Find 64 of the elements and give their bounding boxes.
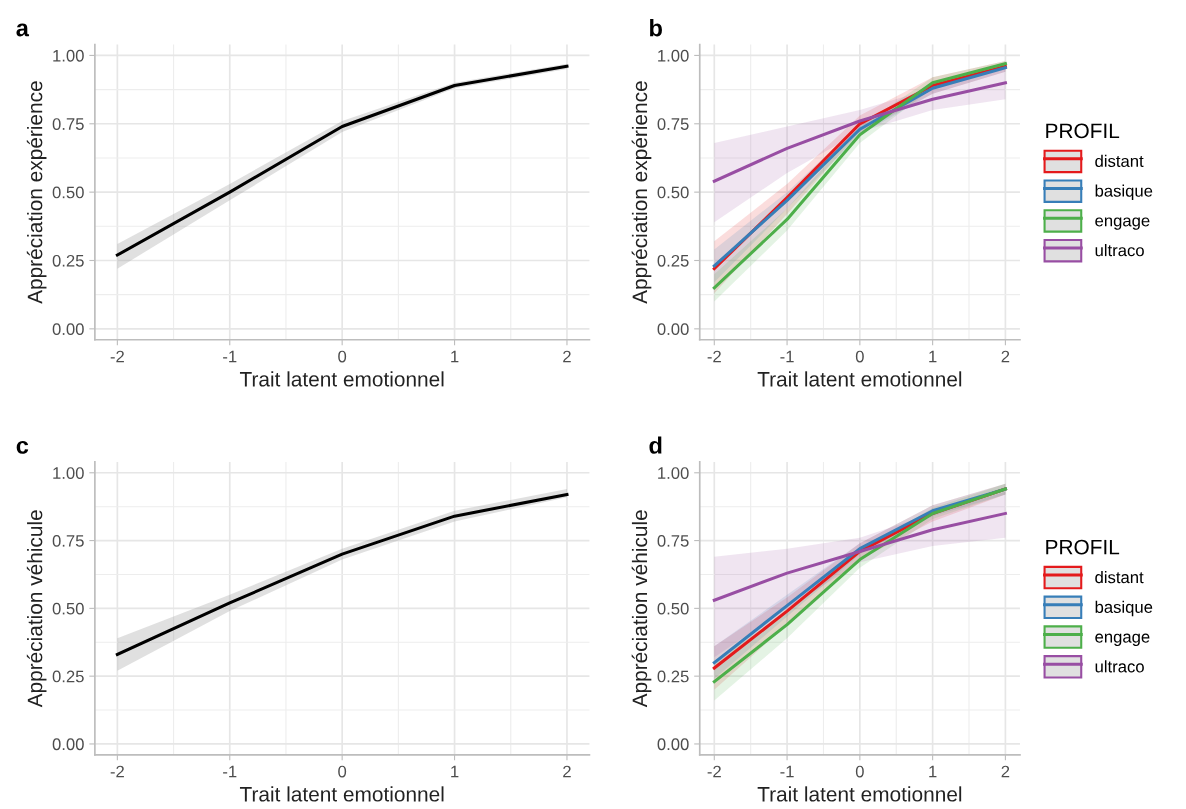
y-tick-label: 0.50: [657, 602, 689, 615]
line-series: [712, 81, 1007, 183]
legend-label: ultraco: [1095, 244, 1144, 257]
y-tick-label: 0.25: [657, 254, 689, 267]
chart-title: a: [16, 23, 30, 37]
x-tick-label: -2: [110, 350, 124, 363]
x-tick-label: 0: [338, 350, 347, 363]
y-tick-label: 0.25: [657, 670, 689, 683]
x-tick-label: 0: [338, 765, 347, 778]
y-tick-label: 0.75: [657, 118, 689, 130]
x-tick-label: 2: [1001, 765, 1010, 778]
x-tick-label: -2: [707, 765, 721, 778]
x-tick-label: -2: [707, 350, 721, 363]
y-tick-label: 1.00: [53, 467, 84, 479]
y-tick-label: 0.75: [52, 118, 84, 130]
y-tick-label: 0.25: [52, 670, 84, 683]
x-tick-label: -1: [780, 765, 794, 778]
y-axis-title: Appréciation expérience: [631, 81, 652, 304]
y-tick-label: 1.00: [658, 467, 689, 479]
x-tick-label: 2: [563, 350, 571, 363]
y-axis-title: Appréciation véhicule: [631, 510, 652, 708]
x-tick-label: -1: [780, 350, 794, 363]
y-tick-label: 0.75: [657, 534, 689, 547]
x-axis-title: Trait latent emotionnel: [239, 786, 444, 802]
x-tick-label: 1: [451, 350, 459, 363]
y-axis-title: Appréciation véhicule: [26, 510, 47, 708]
y-tick-label: 0.00: [52, 738, 84, 751]
chart-title: d: [649, 436, 662, 454]
legend-label: ultraco: [1095, 660, 1144, 673]
legend-label: basique: [1095, 600, 1153, 617]
x-tick-label: -2: [110, 765, 124, 778]
y-tick-label: 0.00: [657, 738, 689, 751]
legend-label: distant: [1095, 154, 1144, 168]
x-tick-label: 1: [929, 765, 937, 778]
y-tick-label: 0.00: [52, 323, 84, 336]
x-tick-label: 0: [855, 765, 864, 778]
y-tick-label: 0.00: [657, 323, 689, 336]
legend-label: engage: [1095, 633, 1150, 647]
x-tick-label: 2: [1001, 350, 1010, 363]
y-tick-label: 1.00: [53, 49, 84, 62]
x-tick-label: 1: [929, 350, 937, 363]
x-tick-label: -1: [223, 765, 237, 778]
y-axis-title: Appréciation expérience: [26, 81, 47, 304]
y-tick-label: 0.25: [52, 254, 84, 267]
x-tick-label: 0: [855, 350, 864, 363]
line-series: [712, 511, 1007, 602]
legend-title: PROFIL: [1046, 123, 1120, 139]
y-tick-label: 0.50: [657, 186, 689, 199]
x-tick-label: 2: [563, 765, 571, 778]
x-axis-title: Trait latent emotionnel: [757, 786, 962, 802]
y-tick-label: 0.75: [52, 534, 84, 547]
chart-title: c: [16, 440, 29, 454]
x-tick-label: 1: [451, 765, 459, 778]
legend-label: distant: [1095, 571, 1144, 584]
legend-title: PROFIL: [1046, 539, 1120, 555]
x-axis-title: Trait latent emotionnel: [757, 371, 962, 387]
legend-label: basique: [1095, 184, 1153, 201]
x-axis-title: Trait latent emotionnel: [239, 371, 444, 387]
y-tick-label: 1.00: [658, 49, 689, 62]
y-tick-label: 0.50: [52, 602, 84, 615]
y-tick-label: 0.50: [52, 186, 84, 199]
legend-label: engage: [1095, 217, 1150, 230]
chart-title: b: [650, 19, 662, 37]
x-tick-label: -1: [223, 350, 237, 363]
